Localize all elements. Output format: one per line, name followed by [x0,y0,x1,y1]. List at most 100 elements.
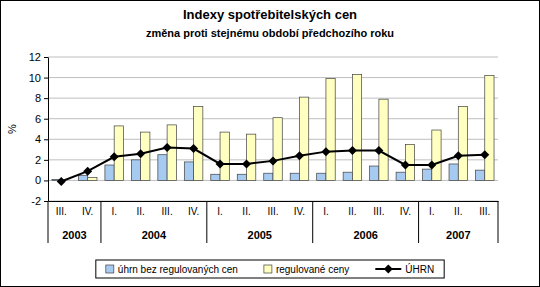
tick-label: II. [454,206,462,217]
tick-mark [44,180,48,181]
grid [48,57,498,201]
bar [264,173,273,180]
grid-line [48,57,498,58]
tick-label: II. [242,206,250,217]
tick-label: IV. [400,206,411,217]
marker [374,146,383,155]
bar [167,125,176,181]
group-label: 2006 [353,229,377,241]
bar-series [88,74,494,180]
tick-mark [44,78,48,79]
legend-symbol [106,265,114,273]
group-separator [48,201,49,243]
bar [458,106,467,180]
tick: I. [429,201,435,217]
bar [299,97,308,180]
tick-label: I. [111,206,117,217]
axis-line [49,201,499,202]
y-axis-title: % [6,124,18,134]
line [61,148,485,182]
tick: II. [136,201,144,217]
axis-line [48,58,49,202]
bar [247,134,256,180]
bar [352,74,361,180]
legend-symbol [264,265,272,273]
tick-label: III. [479,206,490,217]
bar [476,170,485,180]
tick: 8 [35,92,48,104]
tick: IV. [400,201,411,217]
tick-label: 4 [35,133,41,145]
tick: 4 [35,133,48,145]
tick: 10 [29,72,48,84]
bar [220,132,229,180]
tick-label: III. [373,206,384,217]
bar [88,177,97,180]
line-series [57,143,490,186]
tick: I. [323,201,329,217]
tick: II. [454,201,462,217]
tick-label: I. [217,206,223,217]
marks [52,74,494,185]
bar [158,155,167,181]
bar [184,162,193,181]
tick: IV. [294,201,305,217]
tick-label: 12 [29,51,41,63]
chart-border [1,1,540,287]
tick-label: -2 [31,195,41,207]
legend-marker [384,265,393,274]
tick-label: III. [56,206,67,217]
tick: IV. [82,201,93,217]
tick-mark [44,57,48,58]
tick-label: 10 [29,72,41,84]
tick-label: III. [162,206,173,217]
bar [273,118,282,181]
marker [321,147,330,156]
subtitle: změna proti stejnému období předchozího … [146,27,394,39]
bar [326,79,335,181]
bar [105,165,114,180]
tick: 2 [35,154,48,166]
marker [242,159,251,168]
marker [189,144,198,153]
tick: IV. [188,201,199,217]
bar [343,172,352,180]
marker [163,143,172,152]
marker [295,151,304,160]
tick-label: 6 [35,113,41,125]
tick: III. [162,201,173,217]
legend-item: ÚHRN [375,263,434,275]
bar [423,169,432,180]
group-label: 2004 [142,229,167,241]
tick: I. [217,201,223,217]
marker [57,177,66,186]
bar [396,172,405,180]
category-groups: 20032004200520062007 [48,201,498,243]
tick-label: IV. [82,206,93,217]
bar [237,174,246,180]
legend-label: regulované ceny [276,264,349,275]
group-separator [100,201,101,243]
legend-label: úhrn bez regulovaných cen [118,264,238,275]
marker [480,150,489,159]
y-axis: -2024681012 [29,51,49,207]
bar [194,106,203,180]
tick-mark [44,119,48,120]
tick: III. [267,201,278,217]
group-label: 2003 [62,229,86,241]
marker [136,149,145,158]
tick: II. [242,201,250,217]
tick: -2 [31,195,48,207]
bar [131,160,140,181]
title: Indexy spotřebitelských cen [183,7,357,22]
tick: III. [479,201,490,217]
grid-line [48,77,498,78]
marker [427,161,436,170]
tick: III. [373,201,384,217]
tick-mark [44,139,48,140]
tick-label: IV. [294,206,305,217]
bar [485,76,494,181]
tick-label: 2 [35,154,41,166]
tick-label: III. [267,206,278,217]
legend-item: úhrn bez regulovaných cen [106,264,238,275]
